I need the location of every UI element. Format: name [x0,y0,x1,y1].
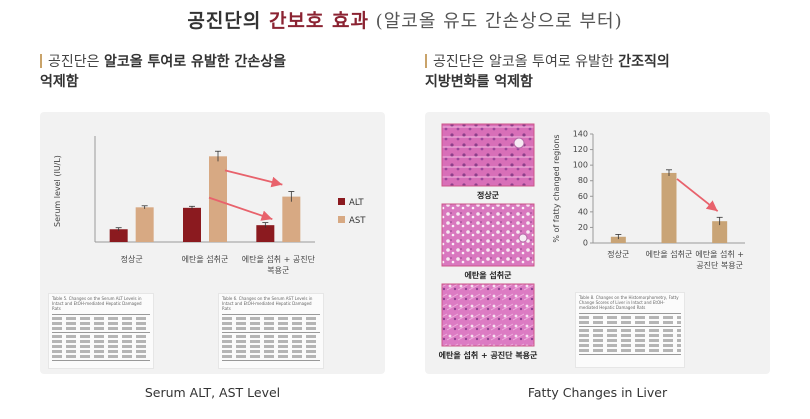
y-tick-label: 60 [578,192,588,201]
left-card: Serum level (IU/L) 정상군 에탄올 섭취군 에탄올 섭취 + 공진단… [40,112,385,374]
table-alt: Table 5. Changes on the Serum ALT Levels… [48,293,154,369]
y-tick-label: 100 [573,161,588,170]
x-tick-label-1: 에탄올 섭취군 [182,254,229,264]
right-subhead-pre: 공진단은 알코올 투여로 유발한 [433,54,619,70]
right-caption: Fatty Changes in Liver [527,385,668,400]
y-tick-label: 140 [573,130,588,139]
tissue-image-ethanol [441,203,535,267]
x-tick-label-0: 정상군 [607,249,629,259]
y-tick-label: 80 [578,176,588,185]
right-subhead: 공진단은 알코올 투여로 유발한 간조직의 지방변화를 억제함 [425,52,755,92]
bar-fatty-1 [661,172,677,243]
legend-swatch-ast [338,216,345,223]
bar-ast-0 [135,207,154,242]
left-caption: Serum ALT, AST Level [144,385,281,400]
right-card: 정상군 에탄올 섭취군 에탄올 섭취 + 공진단 복용군 0 20 40 60 80 10… [425,112,770,374]
x-tick-label-2: 에탄올 섭취 + 공진단 복용군 [695,249,744,270]
bar-alt-2 [256,225,275,242]
y-tick-label: 40 [578,207,588,216]
left-subhead: 공진단은 알코올 투여로 유발한 간손상을 억제함 [40,52,370,92]
bar-alt-0 [109,229,128,242]
tissue-images [441,123,535,347]
tissue-image-ethanol-gongjindan [441,283,535,347]
y-tick-label: 120 [573,145,588,154]
x-tick-label-1: 에탄올 섭취군 [646,249,693,259]
y-axis-label: % of fatty changed regions [552,134,561,242]
image-label-ethanol: 에탄올 섭취군 [464,271,512,280]
alt-ast-chart: Serum level (IU/L) 정상군 에탄올 섭취군 에탄올 섭취 + 공진단… [53,136,366,275]
image-label-ethanol-gongjindan: 에탄올 섭취 + 공진단 복용군 [438,351,538,360]
title-part2: (알코올 유도 간손상으로 부터) [368,11,623,32]
image-label-normal: 정상군 [476,191,500,200]
table-ast: Table 6. Changes on the Serum AST Levels… [218,293,324,369]
table-fatty: Table 8. Changes on the Histomorphometry… [575,292,685,368]
y-axis-label: Serum level (IU/L) [53,155,62,227]
accent-bar [40,54,42,68]
bar-fatty-2 [712,221,728,243]
x-tick-label-0: 정상군 [121,254,143,264]
page-title: 공진단의 간보호 효과 (알코올 유도 간손상으로 부터) [0,6,810,33]
bar-ast-2 [282,196,301,242]
legend-label-ast: AST [349,216,366,226]
title-highlight: 간보호 효과 [268,10,369,32]
right-subhead-line2: 지방변화를 억제함 [425,74,533,90]
table-alt-title: Table 5. Changes on the Serum ALT Levels… [52,296,142,311]
y-tick-label: 0 [583,239,588,248]
legend-swatch-alt [338,198,345,205]
trend-arrow-ast [224,169,283,188]
left-subhead-line2: 억제함 [40,74,79,90]
tissue-image-normal [441,123,535,187]
trend-arrow-alt [208,196,273,221]
bar-alt-1 [183,207,201,242]
table-fatty-title: Table 8. Changes on the Histomorphometry… [579,295,679,310]
bar-fatty-0 [610,236,626,243]
accent-bar [425,54,427,68]
left-subhead-bold: 알코올 투여로 유발한 간손상을 [103,54,287,70]
fatty-change-chart: 0 20 40 60 80 100 120 140 % of fatty changed reg… [552,130,745,270]
legend-label-alt: ALT [349,198,364,208]
x-tick-label-2: 에탄올 섭취 + 공진단 복용군 [242,254,316,275]
title-part1: 공진단의 [187,10,269,32]
trend-arrow-fatty [676,178,719,212]
left-subhead-pre: 공진단은 [48,54,104,70]
table-ast-title: Table 6. Changes on the Serum AST Levels… [222,296,313,311]
right-subhead-bold: 간조직의 [618,54,670,70]
y-tick-label: 20 [578,223,588,232]
bar-ast-1 [209,156,227,242]
